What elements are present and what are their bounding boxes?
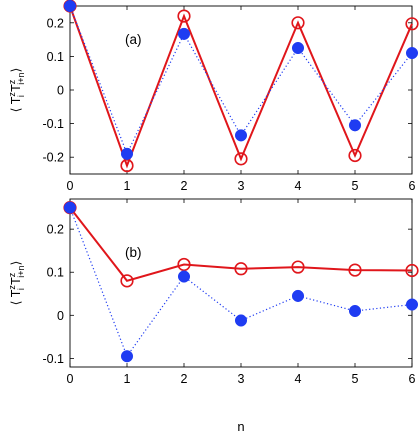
data-point-blue [177, 270, 191, 283]
y-axis-label-part: ⟩ [9, 261, 23, 266]
y-tick-label: 0 [57, 309, 64, 323]
data-point-blue [291, 41, 305, 55]
data-point-blue [405, 298, 419, 311]
y-axis-label-part: z [7, 272, 17, 277]
x-tick-label: 0 [67, 372, 74, 386]
x-tick-label: 6 [409, 179, 416, 193]
data-point-red [405, 17, 419, 31]
x-tick-label: 3 [238, 179, 245, 193]
plot-frame [69, 5, 413, 175]
x-tick-label: 0 [67, 179, 74, 193]
x-tick-label: 6 [409, 372, 416, 386]
y-tick-label: 0.1 [47, 50, 64, 64]
data-point-red [234, 152, 248, 166]
data-point-red [291, 260, 305, 274]
y-tick-label: -0.1 [42, 352, 64, 366]
y-tick-label: 0.2 [47, 16, 64, 30]
y-axis-label: ⟨ Tzi Tzi+n⟩ [7, 68, 26, 113]
panel-a: 0 1 2 3 4 5 6-0.2-0.100.10.2(a)⟨ Tzi Tzi+n⟩ [7, 0, 419, 193]
series-line-red-solid [69, 5, 413, 169]
data-point-blue [120, 147, 134, 160]
y-tick-label: 0 [57, 84, 64, 98]
x-tick-label: 4 [295, 372, 302, 386]
data-point-blue [120, 350, 134, 363]
data-point-blue [177, 27, 191, 40]
x-tick-label: 5 [352, 372, 359, 386]
panel-label: (a) [125, 32, 142, 47]
x-tick-label: 5 [352, 179, 359, 193]
x-tick-label: 3 [238, 372, 245, 386]
series-line-red-solid [69, 206, 413, 282]
data-point-red [291, 16, 305, 30]
y-tick-label: -0.2 [42, 151, 64, 165]
data-point-blue [234, 129, 248, 142]
data-point-blue [348, 119, 362, 132]
data-point-red [348, 148, 362, 163]
y-tick-label: 0.2 [47, 223, 64, 237]
x-tick-label: 4 [295, 179, 302, 193]
data-point-blue [234, 314, 248, 327]
y-axis-label-part: T [9, 277, 23, 288]
panel-b: 0 1 2 3 4 5 6-0.100.10.2(b)⟨ Tzi Tzi+n⟩n [7, 198, 419, 434]
data-point-red [120, 274, 134, 288]
y-axis-label-part: z [7, 285, 17, 290]
data-point-red [405, 263, 419, 278]
x-tick-label: 1 [124, 179, 131, 193]
y-axis-label-part: i+n [16, 72, 26, 84]
data-point-red [234, 262, 248, 276]
y-tick-label: -0.1 [42, 117, 64, 131]
data-point-red [177, 257, 191, 272]
x-tick-label: 2 [181, 372, 188, 386]
y-axis-label-part: i [16, 95, 26, 97]
data-point-red [177, 9, 191, 23]
y-axis-label-part: z [7, 92, 17, 97]
data-point-blue [348, 304, 362, 318]
y-axis-label-part: i+n [16, 265, 26, 277]
y-tick-label: 0.1 [47, 266, 64, 280]
x-tick-label: 2 [181, 179, 188, 193]
y-axis-label-part: ⟩ [9, 68, 23, 73]
data-point-blue [63, 0, 77, 13]
data-point-blue [291, 289, 305, 302]
data-point-red [348, 263, 362, 277]
y-axis-label-part: ⟨ T [9, 289, 23, 305]
data-point-blue [405, 46, 419, 60]
x-tick-label: 1 [124, 372, 131, 386]
data-point-blue [63, 201, 77, 214]
y-axis-label-part: z [7, 79, 17, 84]
x-axis-label: n [237, 419, 244, 434]
y-axis-label-part: T [9, 84, 23, 95]
y-axis-label-part: ⟨ T [9, 96, 23, 112]
y-axis-label: ⟨ Tzi Tzi+n⟩ [7, 261, 26, 306]
panel-label: (b) [125, 245, 142, 260]
y-axis-label-part: i [16, 288, 26, 290]
